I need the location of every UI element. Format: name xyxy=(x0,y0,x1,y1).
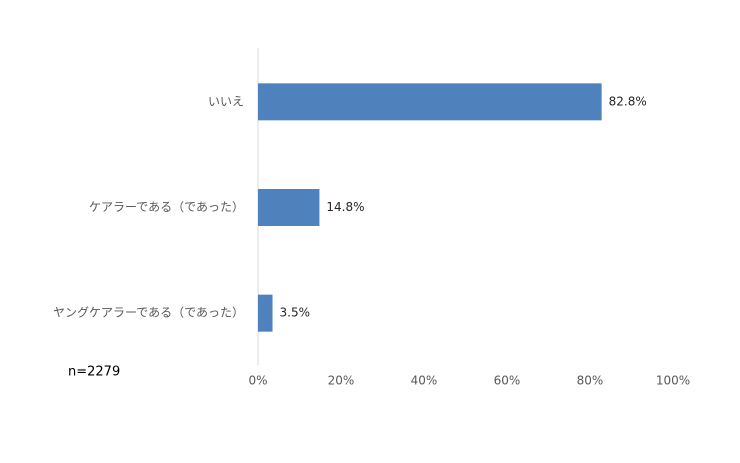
bar xyxy=(258,83,602,121)
x-tick-label: 40% xyxy=(411,374,438,388)
value-label: 3.5% xyxy=(280,306,311,320)
bar xyxy=(258,189,320,226)
y-tick-label: いいえ xyxy=(208,94,244,108)
x-tick-label: 100% xyxy=(656,374,690,388)
bar xyxy=(258,294,273,332)
x-tick-label: 80% xyxy=(577,374,604,388)
x-tick-label: 0% xyxy=(248,374,267,388)
value-label: 82.8% xyxy=(609,94,647,108)
x-tick-label: 20% xyxy=(328,374,355,388)
sample-size: n=2279 xyxy=(68,365,120,380)
y-tick-label: ケアラーである（であった） xyxy=(89,200,244,214)
value-label: 14.8% xyxy=(326,200,364,214)
x-tick-label: 60% xyxy=(494,374,521,388)
y-tick-label: ヤングケアラーである（であった） xyxy=(53,306,244,320)
